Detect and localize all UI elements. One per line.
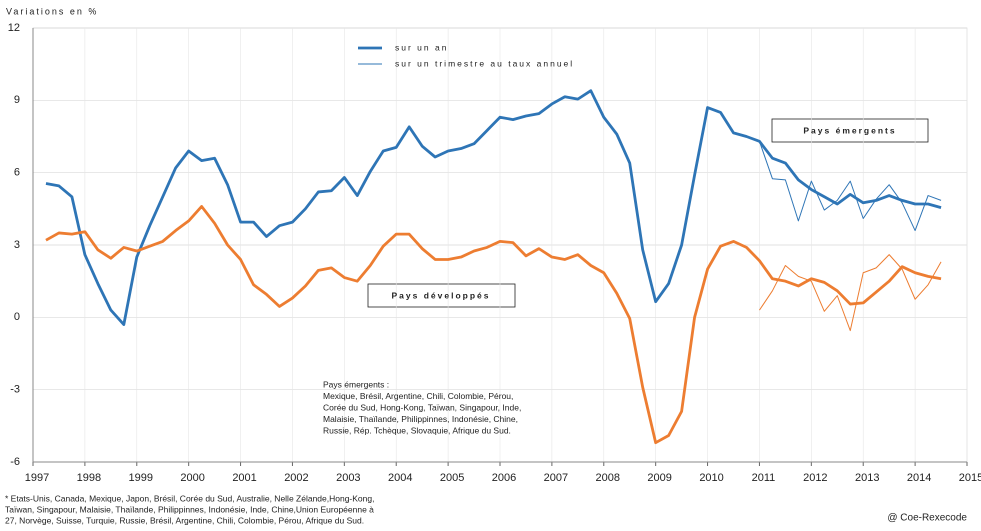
series-line <box>758 141 942 232</box>
y-tick-label: 9 <box>14 94 20 106</box>
y-tick-label: 3 <box>14 239 20 251</box>
x-tick-label: 2009 <box>647 472 671 484</box>
annotation-box <box>367 283 516 308</box>
x-tick-label: 1997 <box>25 472 49 484</box>
legend-label: sur un trimestre au taux annuel <box>395 58 574 68</box>
annotation: Pays développés <box>392 290 491 300</box>
footnote: 27, Norvège, Suisse, Turquie, Russie, Br… <box>5 515 364 525</box>
x-tick-label: 2014 <box>907 472 931 484</box>
series-line <box>759 254 942 332</box>
series-line <box>45 89 942 326</box>
x-tick-label: 2006 <box>492 472 516 484</box>
y-tick-label: -6 <box>10 456 20 468</box>
credit: @ Coe-Rexecode <box>887 513 967 524</box>
note: Pays émergents : <box>323 379 389 389</box>
annotation: Pays émergents <box>803 125 896 135</box>
note: Russie, Rép. Tchèque, Slovaquie, Afrique… <box>323 425 511 435</box>
x-tick-label: 2010 <box>699 472 723 484</box>
x-tick-label: 1999 <box>129 472 153 484</box>
y-tick-label: 6 <box>14 167 20 179</box>
x-tick-label: 2004 <box>388 472 412 484</box>
annotation-box <box>771 118 929 143</box>
x-tick-label: 2005 <box>440 472 464 484</box>
x-tick-label: 1998 <box>77 472 101 484</box>
x-tick-label: 2000 <box>180 472 204 484</box>
x-tick-label: 2012 <box>803 472 827 484</box>
x-tick-label: 2013 <box>855 472 879 484</box>
x-tick-label: 2001 <box>232 472 256 484</box>
note: Mexique, Brésil, Argentine, Chili, Colom… <box>323 391 513 401</box>
note: Malaisie, Thaïlande, Philippinnes, Indon… <box>323 414 518 424</box>
footnote: * Etats-Unis, Canada, Mexique, Japon, Br… <box>5 493 374 503</box>
x-tick-label: 2007 <box>544 472 568 484</box>
x-tick-label: 2011 <box>752 472 776 484</box>
y-axis-label: Variations en % <box>6 6 98 16</box>
x-tick-label: 2015 <box>959 472 981 484</box>
y-tick-label: 12 <box>8 22 20 34</box>
x-tick-label: 2002 <box>284 472 308 484</box>
series-line <box>45 205 942 445</box>
y-tick-label: -3 <box>10 384 20 396</box>
x-tick-label: 2003 <box>336 472 360 484</box>
footnote: Taïwan, Singapour, Malaisie, Thaïlande, … <box>5 504 374 514</box>
x-tick-label: 2008 <box>596 472 620 484</box>
legend-label: sur un an <box>395 42 448 52</box>
y-tick-label: 0 <box>14 311 20 323</box>
note: Corée du Sud, Hong-Kong, Taïwan, Singapo… <box>323 402 521 412</box>
